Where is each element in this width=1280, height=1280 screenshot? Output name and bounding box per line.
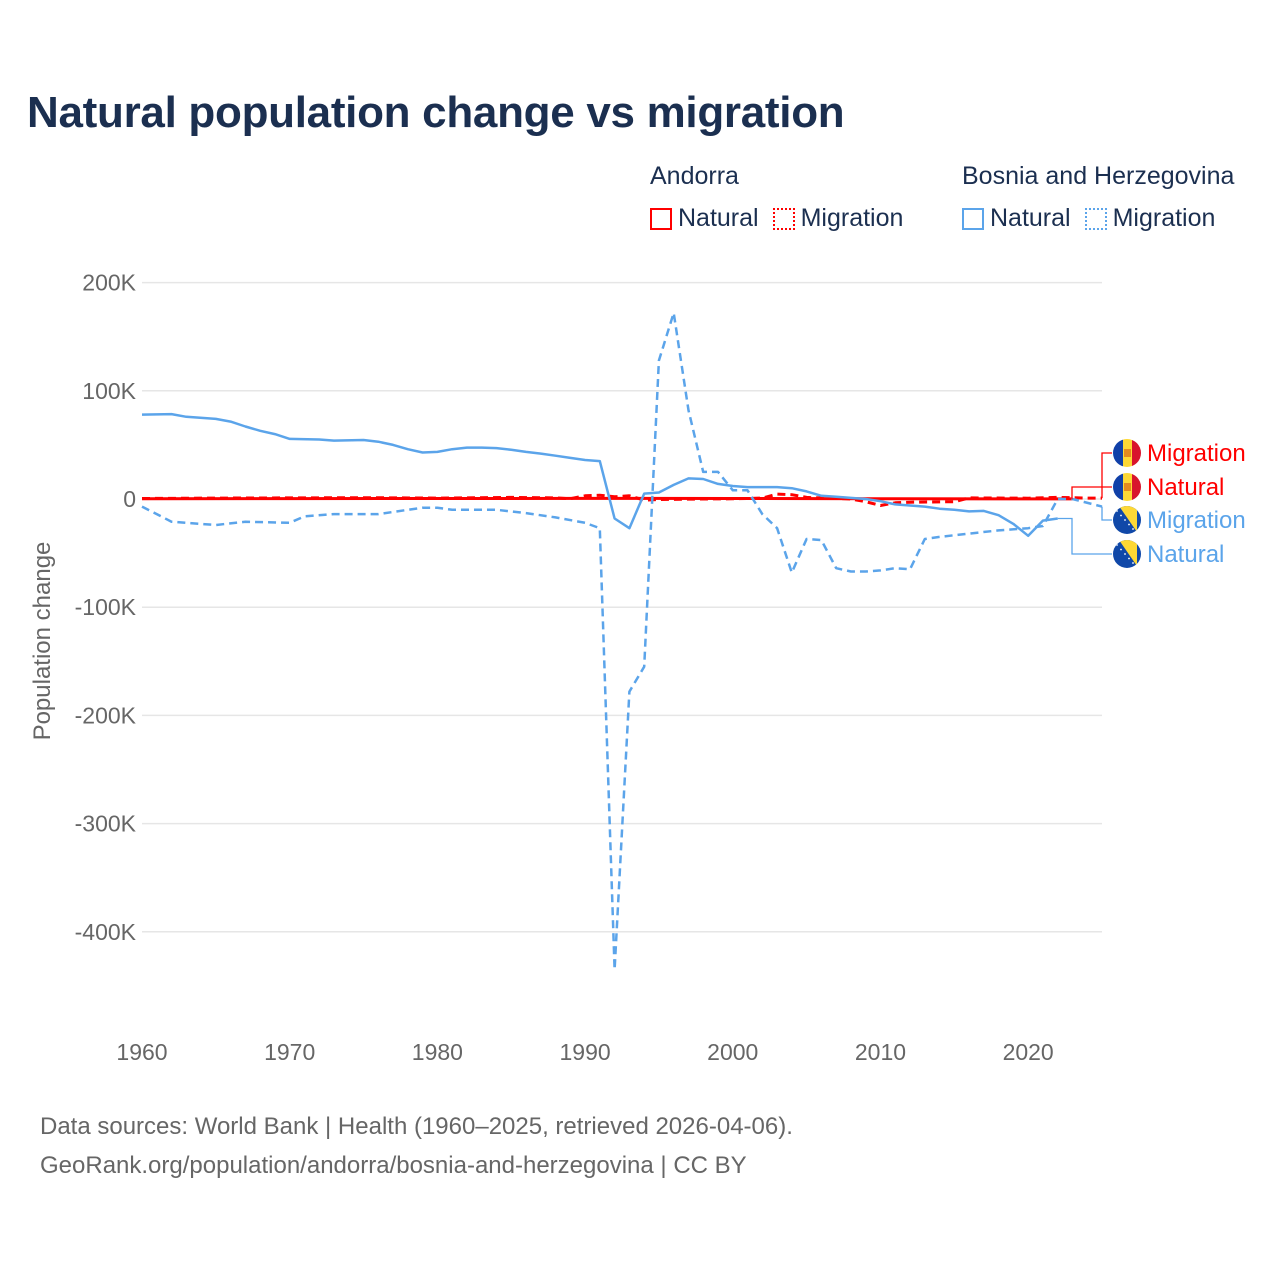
solid-swatch-icon <box>962 207 984 230</box>
series-end-label: Migration <box>1147 507 1246 534</box>
legend-item-bosnia-migration[interactable]: Migration <box>1084 204 1216 233</box>
y-tick-label: -300K <box>75 811 137 837</box>
label-connector <box>1101 452 1112 499</box>
legend-label: Migration <box>800 204 904 232</box>
legend-group-title: Andorra <box>650 162 739 190</box>
x-tick-label: 1970 <box>264 1039 315 1065</box>
series-line-bosnia-and-herzegovina-migration <box>141 311 1103 971</box>
x-tick-label: 1980 <box>412 1039 463 1065</box>
data-source-note: Data sources: World Bank | Health (1960–… <box>40 1113 793 1140</box>
series-end-label: Natural <box>1147 474 1224 501</box>
footer: Data sources: World Bank | Health (1960–… <box>40 1107 793 1185</box>
andorra-flag-icon <box>1113 473 1141 501</box>
legend-group-andorra: Andorra Natural Migration <box>650 162 917 233</box>
y-tick-label: -100K <box>75 594 137 620</box>
x-tick-label: 1960 <box>116 1039 167 1065</box>
y-axis-label: Population change <box>29 542 56 741</box>
y-tick-label: 200K <box>82 270 136 296</box>
legend-item-andorra-migration[interactable]: Migration <box>772 204 904 233</box>
legend-label: Natural <box>678 204 759 232</box>
x-tick-label: 1990 <box>559 1039 610 1065</box>
y-tick-label: 0 <box>123 486 136 512</box>
label-connector <box>1057 517 1112 555</box>
chart-title: Natural population change vs migration <box>27 88 845 137</box>
legend-group-bosnia: Bosnia and Herzegovina Natural Migration <box>962 162 1234 233</box>
legend-item-andorra-natural[interactable]: Natural <box>650 204 759 233</box>
solid-swatch-icon <box>650 207 672 230</box>
bosnia-flag-icon <box>1113 506 1141 534</box>
series-line-bosnia-and-herzegovina-natural <box>141 412 1058 538</box>
bosnia-flag-icon <box>1113 540 1141 568</box>
legend-item-bosnia-natural[interactable]: Natural <box>962 204 1071 233</box>
series-end-label: Natural <box>1147 541 1224 568</box>
y-tick-label: -400K <box>75 919 137 945</box>
attribution-link[interactable]: GeoRank.org/population/andorra/bosnia-an… <box>40 1152 747 1179</box>
label-connector <box>1101 506 1112 521</box>
dotted-swatch-icon <box>1084 207 1107 230</box>
series-line-andorra-natural <box>141 496 1073 501</box>
andorra-flag-icon <box>1113 439 1141 467</box>
x-tick-label: 2020 <box>1003 1039 1054 1065</box>
legend-group-title: Bosnia and Herzegovina <box>962 162 1235 190</box>
x-tick-label: 2010 <box>855 1039 906 1065</box>
y-tick-label: -200K <box>75 702 137 728</box>
series-end-label: Migration <box>1147 440 1246 467</box>
label-connector <box>1071 486 1112 500</box>
legend-label: Natural <box>990 204 1071 232</box>
x-tick-label: 2000 <box>707 1039 758 1065</box>
y-tick-label: 100K <box>82 378 136 404</box>
dotted-swatch-icon <box>772 207 795 230</box>
legend-label: Migration <box>1112 204 1216 232</box>
